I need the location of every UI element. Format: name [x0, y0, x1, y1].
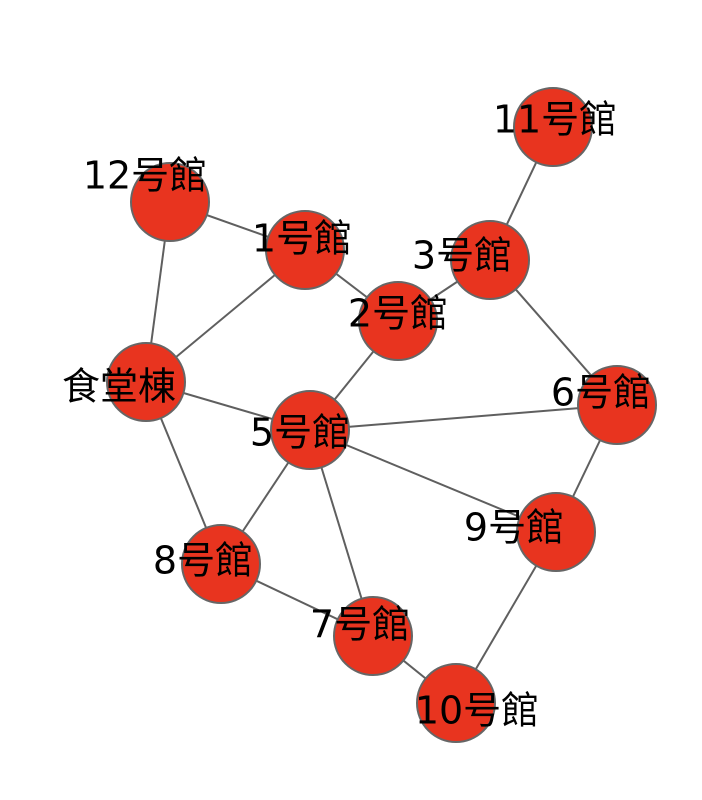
node-n6: [577, 365, 657, 445]
node-label-n10: 10号館: [415, 689, 539, 733]
node-n1: [265, 210, 345, 290]
node-cafeteria: [106, 342, 186, 422]
node-label-n11: 11号館: [493, 98, 617, 142]
node-label-n2: 2号館: [348, 292, 448, 336]
edge-n5-n6: [309, 404, 618, 431]
node-n9: [516, 492, 596, 572]
node-n8: [181, 524, 261, 604]
node-n2: [358, 281, 438, 361]
node-label-n3: 3号館: [412, 234, 512, 278]
node-label-n9: 9号館: [464, 506, 564, 550]
node-label-n8: 8号館: [153, 539, 253, 583]
node-n7: [333, 596, 413, 676]
node-n5: [270, 390, 350, 470]
node-n10: [416, 663, 496, 743]
node-label-n12: 12号館: [83, 154, 207, 198]
node-label-cafeteria: 食堂棟: [62, 365, 176, 409]
node-label-n1: 1号館: [252, 217, 352, 261]
node-label-n6: 6号館: [551, 371, 651, 415]
node-label-n5: 5号館: [250, 411, 350, 455]
node-label-n7: 7号館: [310, 603, 410, 647]
node-n3: [450, 220, 530, 300]
nodes-layer: [106, 87, 657, 743]
node-n12: [130, 162, 210, 242]
node-n11: [513, 87, 593, 167]
edge-n5-n9: [309, 429, 557, 533]
